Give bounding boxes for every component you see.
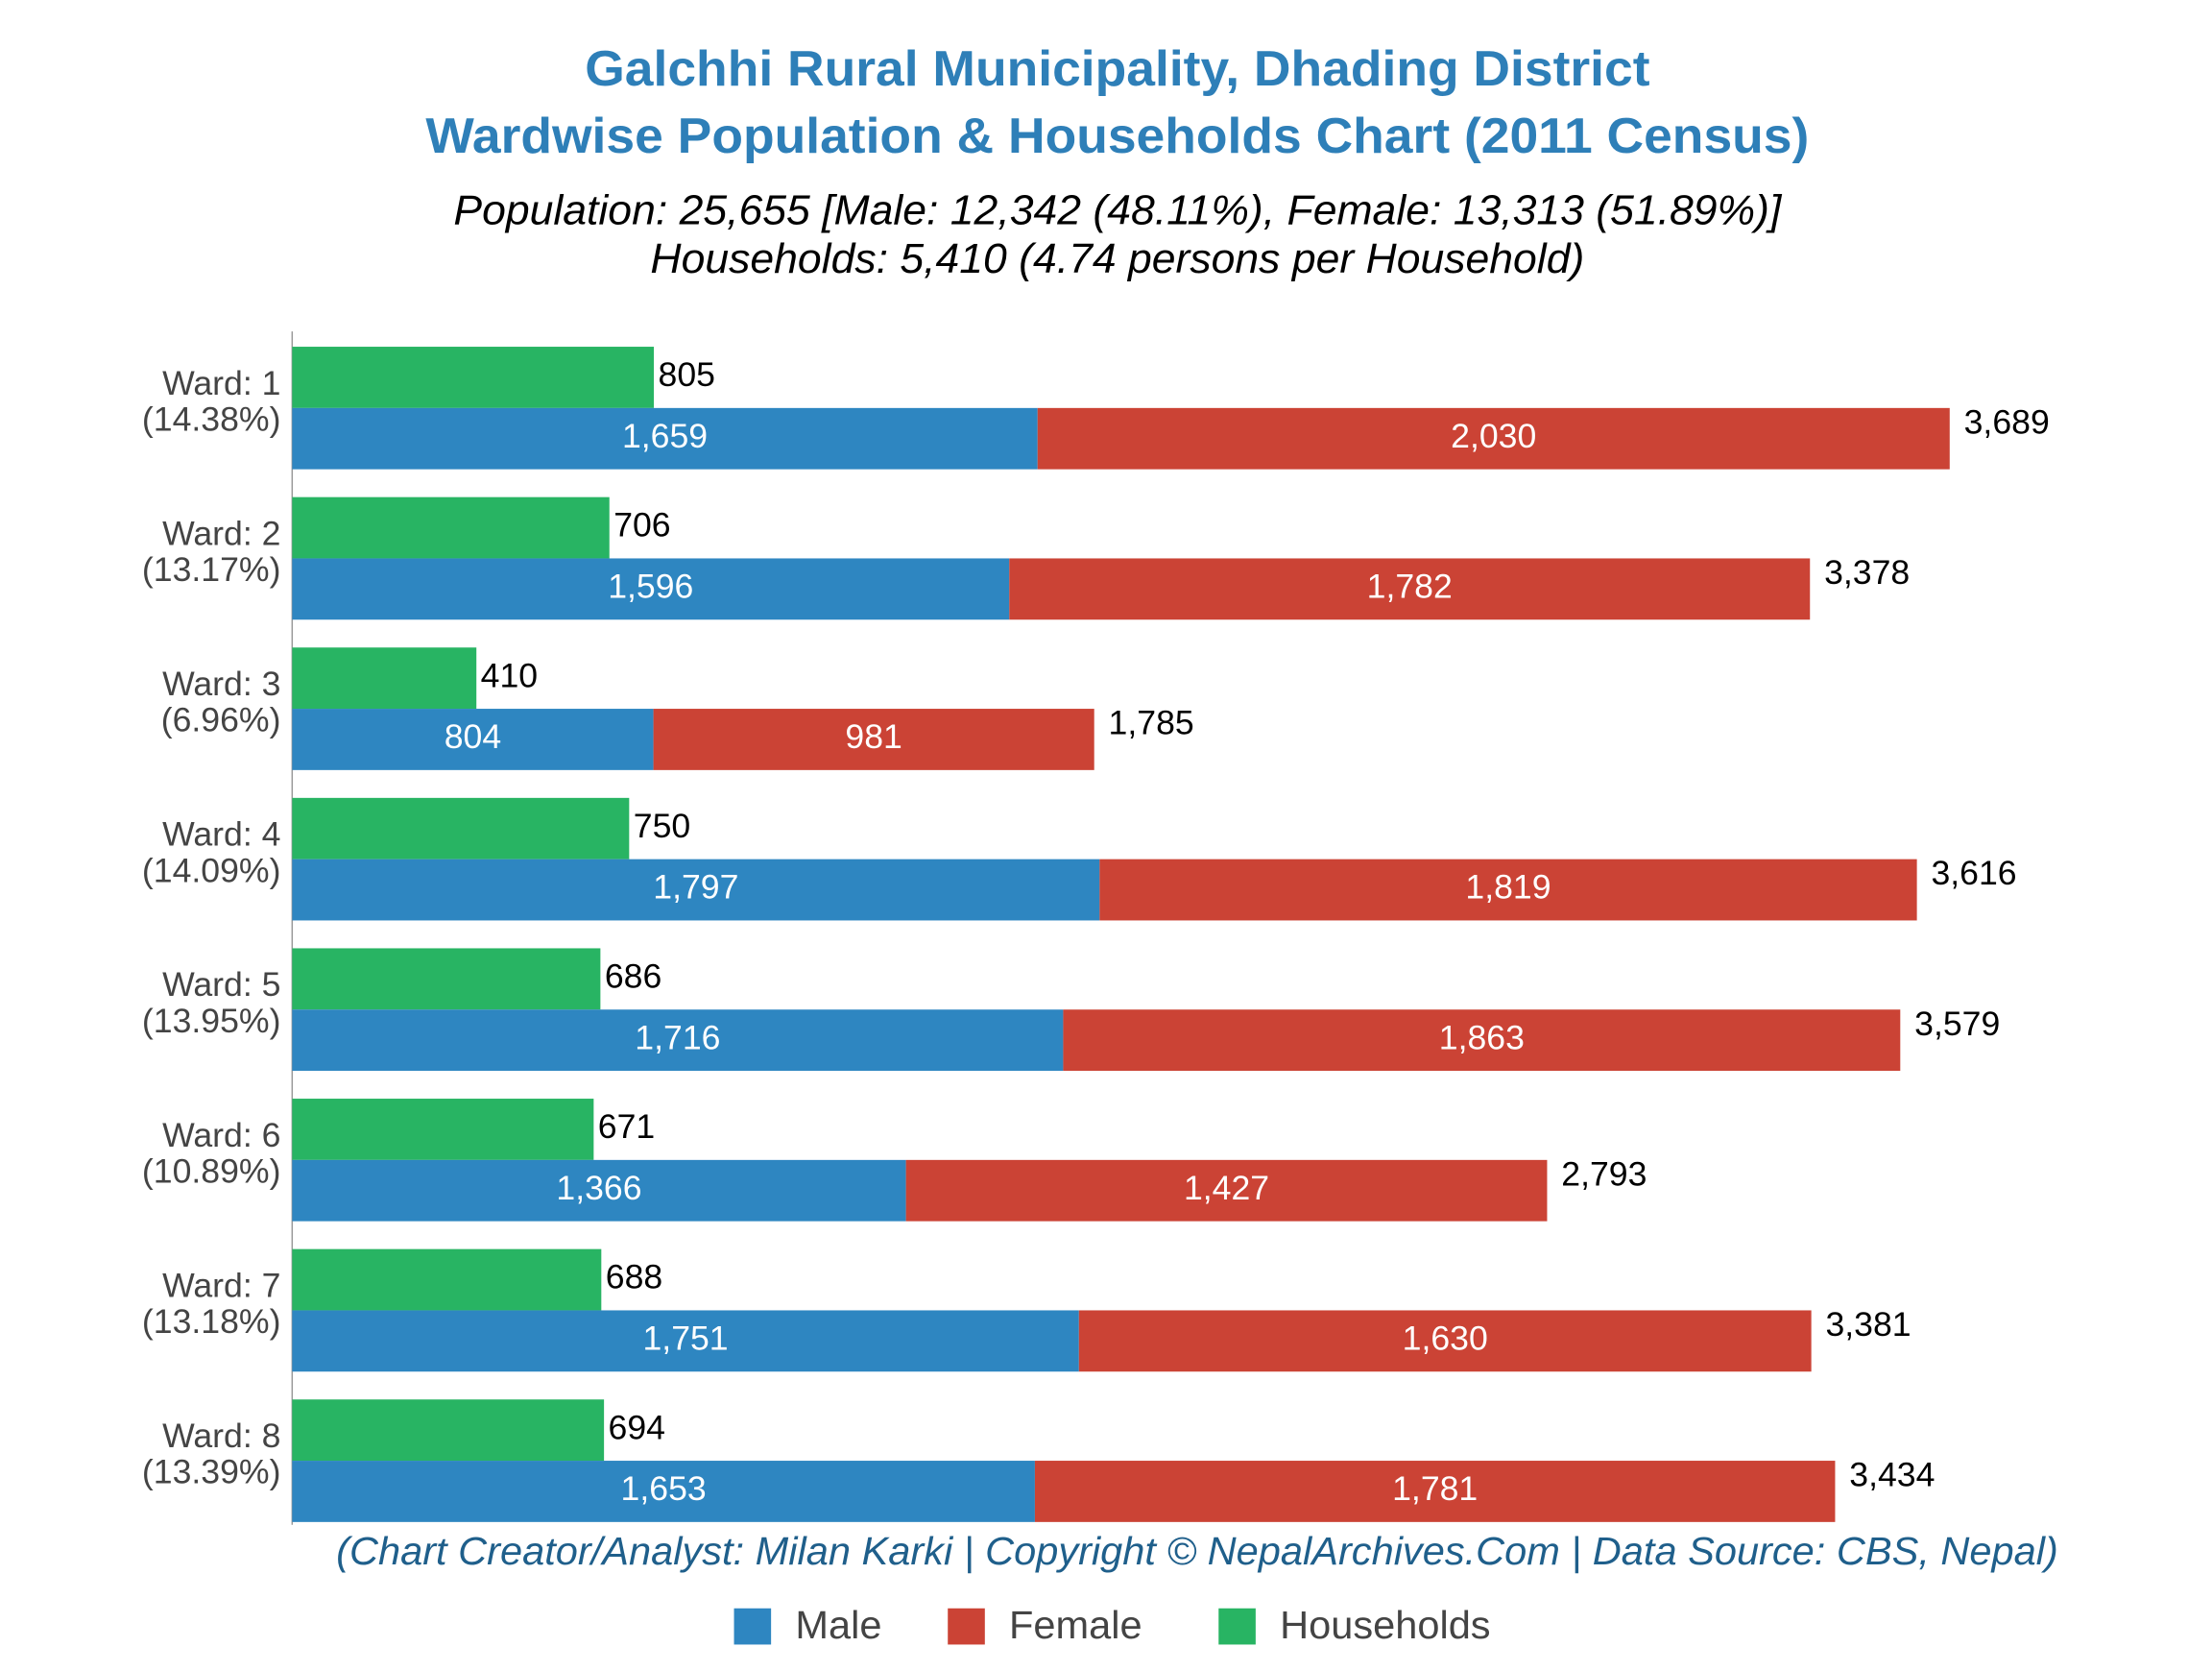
bar [292,1159,906,1222]
y-tick-label: Ward: 4 [162,816,280,854]
y-tick-label: Ward: 1 [162,365,280,402]
y-tick-label: Ward: 6 [162,1117,280,1154]
bar [1037,407,1950,470]
legend-label: Female [1009,1603,1142,1646]
bar [292,1461,1035,1522]
total-label: 3,616 [1931,856,2016,893]
total-label: 3,381 [1825,1306,1911,1344]
bar [292,1248,602,1311]
total-label: 3,689 [1964,404,2050,442]
y-tick-label: (13.18%) [142,1304,281,1342]
y-tick-label: Ward: 8 [162,1417,280,1455]
bar [292,558,1010,620]
data-label: 1,863 [1439,1020,1525,1057]
bar [292,496,610,559]
total-label: 2,793 [1561,1156,1647,1194]
bar [292,1099,594,1160]
bar [292,1009,1064,1072]
legend-swatch [948,1608,985,1645]
footer: (Chart Creator/Analyst: Milan Karki | Co… [336,1529,2058,1572]
total-label: 3,378 [1824,554,1910,592]
data-label: 1,596 [608,569,693,606]
data-label: 1,653 [621,1471,707,1509]
y-tick-label: (13.17%) [142,552,281,590]
data-label: 750 [634,808,690,845]
bar [292,347,655,408]
bar [1063,1009,1901,1072]
y-tick-label: (14.38%) [142,401,281,439]
data-label: 1,819 [1465,869,1551,907]
bar [292,407,1038,470]
bar [292,797,630,860]
y-tick-label: Ward: 7 [162,1268,280,1305]
bar [292,1310,1079,1372]
bar [905,1159,1548,1222]
data-label: 1,366 [556,1170,641,1207]
y-tick-label: (6.96%) [161,702,281,739]
chart-subtitle: Population: 25,655 [Male: 12,342 (48.11%… [453,187,1783,233]
total-label: 1,785 [1109,705,1194,742]
total-label: 3,434 [1849,1457,1935,1494]
data-label: 410 [481,658,538,695]
bar [292,709,654,770]
y-tick-label: (14.09%) [142,853,281,890]
bar [292,948,601,1010]
data-label: 804 [445,719,501,757]
data-label: 1,659 [622,418,708,455]
total-label: 3,579 [1914,1005,2000,1043]
y-tick-label: (10.89%) [142,1153,281,1191]
data-label: 1,781 [1392,1471,1478,1509]
data-label: 1,716 [635,1020,720,1057]
legend-swatch [733,1608,772,1645]
data-label: 1,782 [1367,569,1453,606]
bar [292,859,1100,921]
bar [1009,558,1811,620]
chart-title: Wardwise Population & Households Chart (… [425,108,1809,163]
data-label: 671 [598,1109,655,1147]
bar [1099,859,1917,921]
chart-subtitle: Households: 5,410 (4.74 persons per Hous… [650,236,1584,282]
y-tick-label: Ward: 2 [162,516,280,553]
data-label: 981 [845,719,902,757]
data-label: 688 [606,1259,662,1296]
legend-label: Male [795,1603,881,1646]
bar [1034,1461,1836,1522]
bar [292,1399,605,1462]
bar [1078,1310,1812,1372]
legend-label: Households [1280,1603,1490,1646]
data-label: 805 [659,357,715,395]
legend-swatch [1218,1608,1256,1645]
bar [292,647,477,710]
y-tick-label: Ward: 3 [162,666,280,703]
y-tick-label: (13.39%) [142,1454,281,1491]
y-tick-label: Ward: 5 [162,967,280,1005]
y-tick-label: (13.95%) [142,1003,281,1040]
data-label: 1,751 [642,1320,728,1358]
data-label: 694 [609,1410,665,1447]
data-label: 1,630 [1403,1320,1488,1358]
data-label: 686 [605,958,661,996]
data-label: 2,030 [1451,418,1536,455]
data-label: 1,427 [1184,1170,1269,1207]
data-label: 1,797 [653,869,738,907]
chart-title: Galchhi Rural Municipality, Dhading Dist… [585,41,1649,97]
bar [653,709,1094,770]
data-label: 706 [613,507,670,545]
